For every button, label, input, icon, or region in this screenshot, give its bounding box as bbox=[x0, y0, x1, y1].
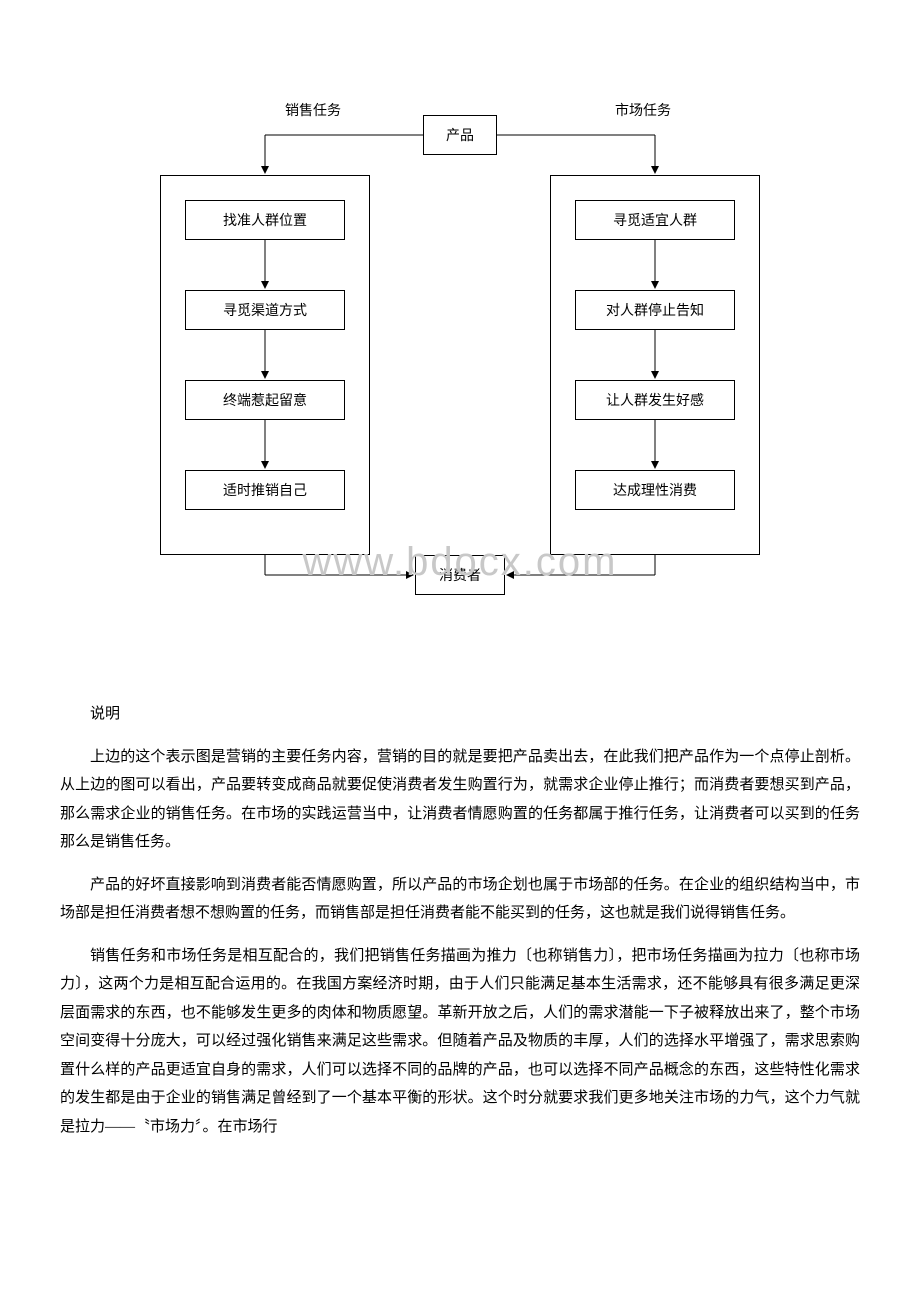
left-node-1: 寻觅渠道方式 bbox=[185, 290, 345, 330]
text-heading: 说明 bbox=[60, 700, 860, 729]
watermark-text: www.bdocx.com bbox=[0, 540, 920, 585]
header-left-label: 销售任务 bbox=[285, 100, 341, 120]
left-node-3: 适时推销自己 bbox=[185, 470, 345, 510]
text-section: 说明 上边的这个表示图是营销的主要任务内容，营销的目的就是要把产品卖出去，在此我… bbox=[60, 700, 860, 1141]
left-node-0: 找准人群位置 bbox=[185, 200, 345, 240]
paragraph-2: 产品的好坏直接影响到消费者能否情愿购置，所以产品的市场企划也属于市场部的任务。在… bbox=[60, 871, 860, 928]
node-product: 产品 bbox=[423, 115, 497, 155]
paragraph-3: 销售任务和市场任务是相互配合的，我们把销售任务描画为推力〔也称销售力〕，把市场任… bbox=[60, 942, 860, 1142]
right-node-2: 让人群发生好感 bbox=[575, 380, 735, 420]
right-node-0: 寻觅适宜人群 bbox=[575, 200, 735, 240]
paragraph-1: 上边的这个表示图是营销的主要任务内容，营销的目的就是要把产品卖出去，在此我们把产… bbox=[60, 743, 860, 857]
left-node-2: 终端惹起留意 bbox=[185, 380, 345, 420]
header-right-label: 市场任务 bbox=[615, 100, 671, 120]
right-node-3: 达成理性消费 bbox=[575, 470, 735, 510]
right-node-1: 对人群停止告知 bbox=[575, 290, 735, 330]
